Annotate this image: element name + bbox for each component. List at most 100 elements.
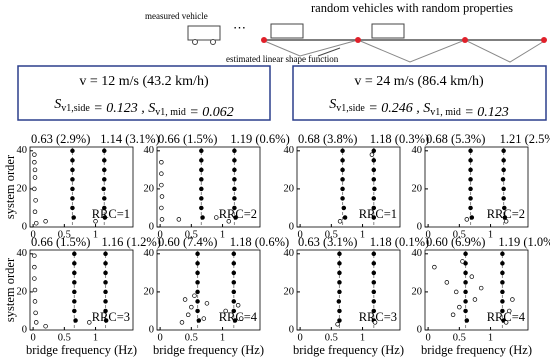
point	[340, 196, 345, 201]
mode-label: 0.63 (2.9%)	[31, 132, 90, 146]
point	[501, 167, 506, 173]
vehicle	[371, 23, 405, 39]
point	[371, 205, 377, 211]
point	[176, 217, 182, 222]
point	[103, 299, 108, 304]
text-part: = 0.123 , S	[90, 101, 155, 116]
y-tick-label: 20	[144, 286, 155, 297]
point	[468, 196, 473, 201]
point	[501, 186, 506, 192]
point	[463, 308, 468, 314]
point	[337, 280, 342, 285]
annotation: RRC=2	[219, 207, 257, 221]
point	[510, 297, 515, 302]
point	[72, 308, 77, 314]
y-tick-label: 20	[412, 183, 423, 194]
point	[72, 299, 77, 304]
point	[70, 148, 75, 154]
x-tick-label: 1	[220, 229, 225, 240]
point	[102, 167, 107, 173]
point	[501, 148, 506, 154]
mode-label: 0.68 (3.8%)	[298, 132, 357, 146]
point	[32, 276, 37, 281]
point	[195, 299, 200, 304]
point	[101, 186, 106, 192]
point	[335, 322, 340, 327]
x-tick-label: 0.5	[325, 229, 338, 240]
point	[340, 177, 345, 182]
mode-label: 1.19 (1.0%)	[498, 235, 550, 249]
point	[468, 167, 473, 173]
x-tick-label: 0	[157, 332, 162, 343]
y-tick-label: 0	[289, 324, 294, 335]
point	[500, 289, 505, 295]
point	[500, 299, 505, 304]
point	[195, 308, 200, 314]
point	[233, 215, 238, 220]
point	[231, 280, 237, 285]
point	[195, 261, 200, 266]
plot-frame	[424, 146, 529, 228]
point	[457, 304, 462, 310]
point	[93, 219, 98, 224]
point	[340, 167, 345, 173]
mode-label: 1.18 (0.3%)	[370, 132, 429, 146]
annotation: RRC=4	[219, 310, 258, 324]
spectral-ratio: Sv1,side = 0.123 , Sv1, mid = 0.062	[54, 97, 234, 120]
shape-function	[357, 39, 547, 63]
point	[463, 280, 468, 285]
mode-label: 1.16 (1.2%)	[102, 235, 161, 249]
point	[232, 148, 237, 154]
mode-label: 1.18 (0.1%)	[370, 235, 429, 249]
point	[199, 177, 204, 182]
point	[463, 270, 468, 276]
mode-label: 0.66 (1.5%)	[158, 132, 217, 146]
wheel	[210, 39, 216, 45]
mode-label: 1.19 (0.6%)	[230, 132, 289, 146]
point	[371, 308, 377, 314]
point	[371, 261, 377, 266]
x-tick-label: 0.5	[453, 332, 466, 343]
point	[102, 196, 107, 201]
point	[369, 152, 375, 157]
point	[503, 219, 509, 224]
speed: v = 24 m/s (86.4 km/h)	[354, 74, 484, 89]
point	[199, 158, 204, 163]
y-tick-label: 40	[144, 248, 155, 259]
point	[199, 148, 204, 154]
y-axis-label: system order	[3, 154, 17, 219]
point	[371, 158, 377, 163]
text-part: = 0.062	[186, 105, 234, 120]
point	[468, 177, 473, 182]
measured-vehicle-label: measured vehicle	[145, 11, 208, 21]
x-tick-label: 0	[30, 229, 35, 240]
mode-label: 0.60 (6.9%)	[426, 235, 485, 249]
mode-label: 1.18 (0.6%)	[230, 235, 289, 249]
point	[102, 215, 108, 220]
x-tick-label: 0.5	[185, 229, 198, 240]
ellipsis: ⋯	[233, 20, 246, 35]
point	[32, 167, 38, 173]
point	[232, 318, 238, 323]
point	[463, 299, 468, 304]
point	[102, 158, 107, 163]
x-tick-label: 0	[297, 332, 302, 343]
point	[500, 251, 505, 257]
point	[340, 158, 345, 163]
x-tick-label: 1	[93, 332, 98, 343]
mode-label: 0.66 (1.5%)	[31, 235, 90, 249]
x-tick-label: 0.5	[58, 229, 71, 240]
y-tick-label: 0	[289, 221, 294, 232]
point	[33, 320, 39, 325]
point	[102, 148, 107, 154]
x-axis-label: bridge frequency (Hz)	[26, 343, 137, 357]
point	[102, 205, 107, 211]
point	[507, 308, 512, 314]
point	[469, 274, 475, 279]
point	[159, 194, 165, 199]
point	[32, 209, 38, 215]
point	[371, 167, 377, 173]
point	[32, 287, 38, 293]
y-tick-label: 40	[284, 145, 295, 156]
